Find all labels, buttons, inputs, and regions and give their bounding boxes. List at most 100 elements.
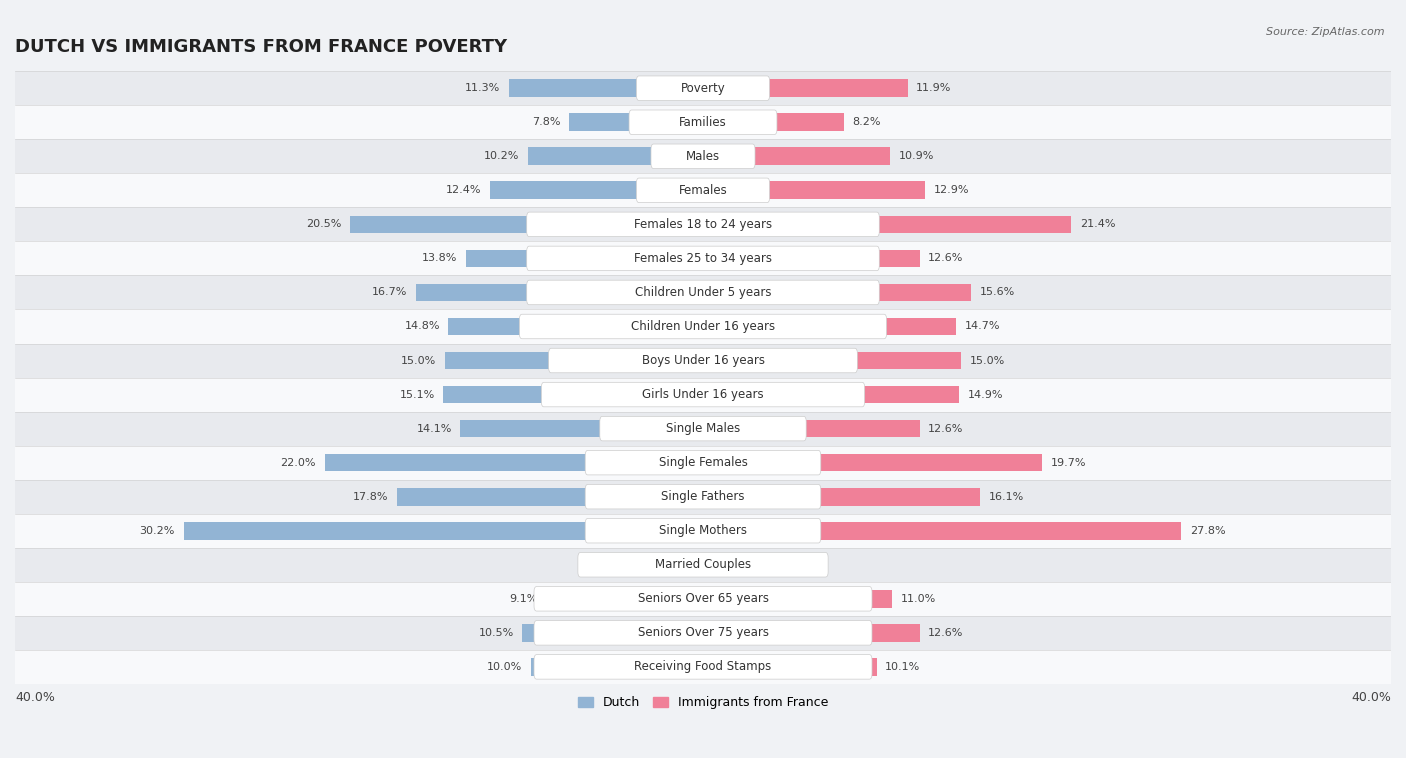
Bar xyxy=(509,80,703,97)
Text: Seniors Over 75 years: Seniors Over 75 years xyxy=(637,626,769,639)
Bar xyxy=(15,174,1391,208)
Text: 15.6%: 15.6% xyxy=(980,287,1015,297)
Text: 27.8%: 27.8% xyxy=(1189,526,1226,536)
Text: 13.8%: 13.8% xyxy=(422,253,457,264)
Text: Children Under 16 years: Children Under 16 years xyxy=(631,320,775,333)
Text: 40.0%: 40.0% xyxy=(1351,691,1391,703)
Text: 17.8%: 17.8% xyxy=(353,492,388,502)
Text: Females 25 to 34 years: Females 25 to 34 years xyxy=(634,252,772,265)
Text: Females: Females xyxy=(679,184,727,197)
Bar xyxy=(527,148,703,165)
FancyBboxPatch shape xyxy=(628,110,778,134)
Text: 10.9%: 10.9% xyxy=(898,152,935,161)
Text: 11.0%: 11.0% xyxy=(901,594,936,604)
Bar xyxy=(703,215,1071,233)
Bar xyxy=(703,283,972,301)
Bar xyxy=(184,522,703,540)
Text: 11.3%: 11.3% xyxy=(465,83,501,93)
FancyBboxPatch shape xyxy=(585,484,821,509)
FancyBboxPatch shape xyxy=(534,587,872,611)
Bar xyxy=(489,181,703,199)
Bar xyxy=(703,181,925,199)
Bar xyxy=(15,139,1391,174)
Bar xyxy=(531,658,703,675)
Text: Boys Under 16 years: Boys Under 16 years xyxy=(641,354,765,367)
Bar xyxy=(631,556,703,574)
Text: Girls Under 16 years: Girls Under 16 years xyxy=(643,388,763,401)
Bar xyxy=(523,624,703,642)
Bar xyxy=(703,624,920,642)
Text: 12.6%: 12.6% xyxy=(928,253,963,264)
Bar xyxy=(416,283,703,301)
Bar xyxy=(15,309,1391,343)
Bar xyxy=(703,556,783,574)
Bar xyxy=(703,318,956,335)
Bar xyxy=(15,650,1391,684)
Bar xyxy=(15,514,1391,548)
Bar xyxy=(15,582,1391,615)
Text: Single Females: Single Females xyxy=(658,456,748,469)
FancyBboxPatch shape xyxy=(534,655,872,679)
Text: 11.9%: 11.9% xyxy=(917,83,952,93)
Bar xyxy=(547,590,703,608)
Bar xyxy=(396,488,703,506)
FancyBboxPatch shape xyxy=(585,518,821,543)
Bar xyxy=(443,386,703,403)
FancyBboxPatch shape xyxy=(637,76,769,101)
Text: 10.1%: 10.1% xyxy=(886,662,921,672)
Bar xyxy=(465,249,703,268)
FancyBboxPatch shape xyxy=(651,144,755,168)
Bar xyxy=(15,343,1391,377)
FancyBboxPatch shape xyxy=(637,178,769,202)
Text: 12.6%: 12.6% xyxy=(928,628,963,637)
FancyBboxPatch shape xyxy=(578,553,828,577)
FancyBboxPatch shape xyxy=(527,246,879,271)
Text: 7.8%: 7.8% xyxy=(531,117,560,127)
Bar xyxy=(703,454,1042,471)
FancyBboxPatch shape xyxy=(519,315,887,339)
Bar xyxy=(15,615,1391,650)
Text: 22.0%: 22.0% xyxy=(281,458,316,468)
Text: 20.5%: 20.5% xyxy=(307,219,342,230)
FancyBboxPatch shape xyxy=(527,280,879,305)
FancyBboxPatch shape xyxy=(600,416,806,441)
Bar xyxy=(703,352,960,369)
Bar xyxy=(15,275,1391,309)
Text: Females 18 to 24 years: Females 18 to 24 years xyxy=(634,218,772,231)
FancyBboxPatch shape xyxy=(541,382,865,407)
Text: 40.0%: 40.0% xyxy=(15,691,55,703)
Text: Families: Families xyxy=(679,116,727,129)
FancyBboxPatch shape xyxy=(534,621,872,645)
Bar xyxy=(703,658,877,675)
Bar xyxy=(15,105,1391,139)
Bar xyxy=(325,454,703,471)
Bar xyxy=(15,412,1391,446)
Bar xyxy=(703,522,1181,540)
Text: Single Males: Single Males xyxy=(666,422,740,435)
Text: 4.2%: 4.2% xyxy=(593,559,623,570)
Text: 15.0%: 15.0% xyxy=(970,356,1005,365)
Bar xyxy=(15,480,1391,514)
Text: Married Couples: Married Couples xyxy=(655,559,751,572)
Text: Children Under 5 years: Children Under 5 years xyxy=(634,286,772,299)
Bar xyxy=(446,352,703,369)
Bar xyxy=(703,386,959,403)
Bar xyxy=(703,249,920,268)
Text: Seniors Over 65 years: Seniors Over 65 years xyxy=(637,592,769,606)
Bar xyxy=(461,420,703,437)
Text: 14.8%: 14.8% xyxy=(405,321,440,331)
Text: 16.7%: 16.7% xyxy=(371,287,408,297)
Text: 8.2%: 8.2% xyxy=(852,117,882,127)
Bar xyxy=(703,148,890,165)
Text: 10.2%: 10.2% xyxy=(484,152,519,161)
Text: 16.1%: 16.1% xyxy=(988,492,1024,502)
Legend: Dutch, Immigrants from France: Dutch, Immigrants from France xyxy=(572,691,834,715)
Bar xyxy=(703,80,908,97)
Text: 14.9%: 14.9% xyxy=(967,390,1004,399)
Text: 14.7%: 14.7% xyxy=(965,321,1000,331)
Text: DUTCH VS IMMIGRANTS FROM FRANCE POVERTY: DUTCH VS IMMIGRANTS FROM FRANCE POVERTY xyxy=(15,38,508,56)
Text: 4.7%: 4.7% xyxy=(793,559,821,570)
Text: 12.4%: 12.4% xyxy=(446,185,481,196)
Text: 14.1%: 14.1% xyxy=(416,424,451,434)
Text: 10.0%: 10.0% xyxy=(486,662,523,672)
